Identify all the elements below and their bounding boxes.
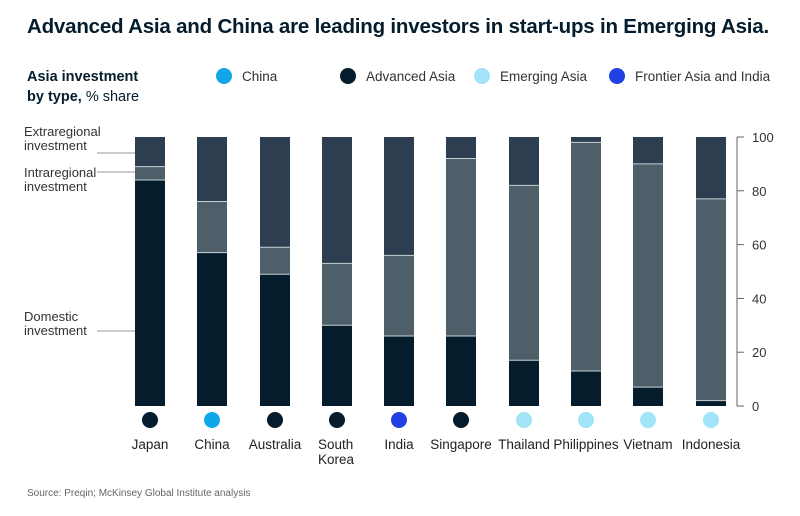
category-dot-india — [391, 412, 407, 428]
bar-singapore-domestic-investment — [446, 336, 476, 406]
bar-singapore-extraregional-investment — [446, 137, 476, 159]
annotation-intraregional-1: Intraregional — [24, 165, 96, 180]
category-dot-china — [204, 412, 220, 428]
bar-south-korea-extraregional-investment — [322, 137, 352, 264]
bar-indonesia-intraregional-investment — [696, 198, 726, 401]
bar-philippines-intraregional-investment — [571, 142, 601, 372]
bar-thailand-extraregional-investment — [509, 137, 539, 186]
category-label-south-korea-2: Korea — [318, 452, 355, 467]
category-label-singapore: Singapore — [430, 437, 492, 452]
legend-item-advanced-asia: Advanced Asia — [340, 68, 455, 84]
category-label-china: China — [194, 437, 230, 452]
legend-dot-advanced-asia — [340, 68, 356, 84]
bar-thailand-domestic-investment — [509, 360, 539, 406]
bar-australia-extraregional-investment — [260, 137, 290, 248]
bar-vietnam-extraregional-investment — [633, 137, 663, 164]
bar-china-extraregional-investment — [197, 137, 227, 202]
annotation-extraregional-2: investment — [24, 138, 87, 153]
category-dot-thailand — [516, 412, 532, 428]
bar-philippines-domestic-investment — [571, 371, 601, 406]
annotation-extraregional-1: Extraregional — [24, 124, 101, 139]
bar-vietnam-intraregional-investment — [633, 163, 663, 388]
category-label-indonesia: Indonesia — [682, 437, 741, 452]
category-label-thailand: Thailand — [498, 437, 550, 452]
bar-india-intraregional-investment — [384, 255, 414, 337]
legend-label-emerging-asia: Emerging Asia — [500, 68, 588, 84]
bar-indonesia-extraregional-investment — [696, 137, 726, 199]
y-tick-label-60: 60 — [752, 238, 766, 253]
category-dot-south-korea — [329, 412, 345, 428]
category-label-vietnam: Vietnam — [623, 437, 672, 452]
category-dot-philippines — [578, 412, 594, 428]
y-axis-title-bold-2: by type, — [27, 89, 82, 105]
category-dot-indonesia — [703, 412, 719, 428]
bar-indonesia-domestic-investment — [696, 400, 726, 406]
category-label-south-korea-1: South — [318, 437, 353, 452]
bar-south-korea-intraregional-investment — [322, 263, 352, 326]
source-note: Source: Preqin; McKinsey Global Institut… — [27, 488, 251, 499]
legend-item-emerging-asia: Emerging Asia — [474, 68, 587, 84]
bar-philippines-extraregional-investment — [571, 137, 601, 143]
annotation-intraregional-2: investment — [24, 179, 87, 194]
bar-thailand-intraregional-investment — [509, 185, 539, 361]
legend-dot-frontier-asia-india — [609, 68, 625, 84]
legend-item-frontier-asia-india: Frontier Asia and India — [609, 68, 770, 84]
y-tick-label-20: 20 — [752, 345, 766, 360]
category-label-japan: Japan — [132, 437, 169, 452]
category-dot-vietnam — [640, 412, 656, 428]
bar-japan-extraregional-investment — [135, 137, 165, 167]
y-tick-label-40: 40 — [752, 291, 766, 306]
chart-title: Advanced Asia and China are leading inve… — [27, 15, 769, 38]
legend-dot-china — [216, 68, 232, 84]
bar-australia-intraregional-investment — [260, 247, 290, 275]
category-dot-japan — [142, 412, 158, 428]
bar-china-domestic-investment — [197, 252, 227, 406]
category-label-philippines: Philippines — [553, 437, 619, 452]
bar-vietnam-domestic-investment — [633, 387, 663, 406]
bar-south-korea-domestic-investment — [322, 325, 352, 406]
legend-item-china: China — [216, 68, 277, 84]
bar-singapore-intraregional-investment — [446, 158, 476, 337]
bar-india-domestic-investment — [384, 336, 414, 406]
y-axis-title-bold: Asia investment — [27, 69, 139, 85]
category-dot-australia — [267, 412, 283, 428]
category-label-india: India — [384, 437, 414, 452]
bar-japan-domestic-investment — [135, 180, 165, 406]
annotation-domestic-2: investment — [24, 323, 87, 338]
category-dot-singapore — [453, 412, 469, 428]
bar-japan-intraregional-investment — [135, 166, 165, 181]
y-tick-label-100: 100 — [752, 130, 774, 145]
bar-australia-domestic-investment — [260, 274, 290, 406]
legend-dot-emerging-asia — [474, 68, 490, 84]
legend: China Advanced Asia Emerging Asia Fronti… — [0, 68, 800, 86]
y-axis-title: Asia investment by type, % share — [27, 67, 139, 107]
annotation-domestic-1: Domestic — [24, 309, 79, 324]
y-tick-label-80: 80 — [752, 184, 766, 199]
legend-label-advanced-asia: Advanced Asia — [366, 68, 456, 84]
y-tick-label-0: 0 — [752, 399, 759, 414]
bar-china-intraregional-investment — [197, 201, 227, 253]
y-axis-title-unit: % share — [81, 89, 140, 105]
legend-label-china: China — [242, 68, 278, 84]
bar-india-extraregional-investment — [384, 137, 414, 256]
legend-label-frontier-asia-india: Frontier Asia and India — [635, 68, 771, 84]
category-label-australia: Australia — [249, 437, 302, 452]
